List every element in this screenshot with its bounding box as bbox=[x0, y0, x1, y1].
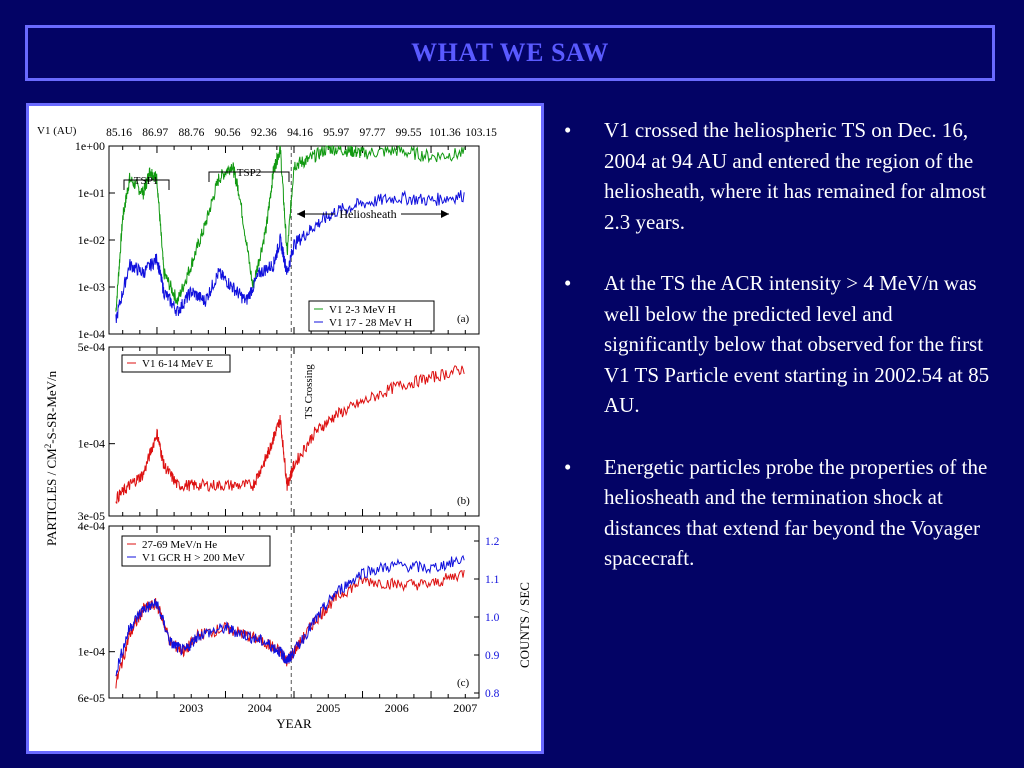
x-tick-label: 2007 bbox=[453, 701, 477, 715]
figure-panel: 1e+00 1e-01 1e-02 1e-03 1e-04 5e-04 1e-04 3e-05… bbox=[26, 103, 544, 754]
y-tick-label: 1e-01 bbox=[78, 186, 105, 200]
bullet-dot: • bbox=[564, 454, 572, 479]
bullet-item-3: • Energetic particles probe the properti… bbox=[560, 452, 1000, 574]
tsp2-bracket bbox=[208, 171, 290, 182]
y-tick-label: 4e-04 bbox=[78, 519, 105, 533]
bullet-item-2: • At the TS the ACR intensity > 4 MeV/n … bbox=[560, 268, 1000, 421]
legend-label: V1 6-14 MeV E bbox=[142, 358, 213, 370]
x-tick-label: 2003 bbox=[179, 701, 203, 715]
au-tick-label: 99.55 bbox=[396, 127, 422, 139]
bullet-text-2: At the TS the ACR intensity > 4 MeV/n wa… bbox=[604, 271, 990, 417]
series-line-1 bbox=[115, 365, 465, 504]
bullet-text-1: V1 crossed the heliospheric TS on Dec. 1… bbox=[604, 118, 986, 234]
y2-axis-label: COUNTS / SEC bbox=[517, 582, 532, 668]
ts-crossing-label: TS Crossing bbox=[303, 364, 315, 419]
voyager-figure: 1e+001e-011e-021e-031e-045e-041e-043e-05… bbox=[37, 125, 532, 731]
x-tick-label: 2004 bbox=[248, 701, 272, 715]
x-tick-label: 2006 bbox=[385, 701, 409, 715]
legend-b bbox=[121, 354, 231, 373]
au-tick-label: 101.36 bbox=[429, 127, 461, 139]
panel-letter: (c) bbox=[457, 677, 470, 689]
y2-tick-label: 1.1 bbox=[485, 574, 500, 586]
au-axis-label: V1 (AU) bbox=[37, 125, 77, 137]
au-tick-label: 86.97 bbox=[142, 127, 168, 139]
bullet-item-1: • V1 crossed the heliospheric TS on Dec.… bbox=[560, 115, 1000, 237]
bullet-dot: • bbox=[564, 271, 572, 295]
bullet-dot: • bbox=[564, 118, 572, 142]
legend-label: 27-69 MeV/n He bbox=[142, 539, 217, 551]
y-tick-label: 1e-03 bbox=[78, 280, 105, 294]
y-axis-label: PARTICLES / CM2-S-SR-MeV/n bbox=[43, 370, 59, 546]
au-tick-label: 92.36 bbox=[251, 127, 277, 139]
legend-label: V1 GCR H > 200 MeV bbox=[142, 552, 245, 564]
arrow-head-left-icon bbox=[297, 210, 305, 218]
bullet-list: • V1 crossed the heliospheric TS on Dec.… bbox=[560, 115, 1000, 605]
legend-a bbox=[308, 300, 435, 332]
au-tick-label: 103.15 bbox=[465, 127, 497, 139]
y-tick-label: 1e+00 bbox=[75, 139, 105, 153]
panel-letter: (a) bbox=[457, 313, 470, 325]
slide-title: WHAT WE SAW bbox=[411, 38, 609, 67]
au-tick-label: 97.77 bbox=[359, 127, 385, 139]
tsp2-label: TSP2 bbox=[237, 167, 261, 179]
tsp1-bracket bbox=[123, 179, 170, 190]
y2-tick-label: 1.2 bbox=[485, 536, 500, 548]
y2-tick-label: 0.8 bbox=[485, 688, 500, 700]
y-tick-label: 1e-04 bbox=[78, 327, 105, 341]
series-line-2 bbox=[115, 554, 465, 677]
y-tick-label: 5e-04 bbox=[78, 340, 105, 354]
y-axis-label-part: -S-SR-MeV/n bbox=[44, 370, 59, 443]
y-axis-label-part: PARTICLES / CM bbox=[44, 448, 59, 546]
y2-tick-label: 1.0 bbox=[485, 612, 500, 624]
bullet-text-3: Energetic particles probe the properties… bbox=[604, 454, 988, 571]
series-line-1 bbox=[115, 570, 465, 689]
y-tick-label: 1e-04 bbox=[78, 645, 105, 659]
y-tick-label: 3e-05 bbox=[78, 509, 105, 523]
panel-letter: (b) bbox=[457, 495, 470, 507]
title-box: WHAT WE SAW bbox=[25, 25, 995, 81]
y-axis-label-sup: 2 bbox=[43, 444, 53, 449]
y-tick-label: 1e-02 bbox=[78, 233, 105, 247]
au-tick-label: 88.76 bbox=[178, 127, 204, 139]
legend-c bbox=[121, 535, 271, 567]
heliosheath-label: Heliosheath bbox=[339, 207, 396, 221]
au-tick-label: 94.16 bbox=[287, 127, 313, 139]
y2-tick-label: 0.9 bbox=[485, 650, 500, 662]
x-tick-label: 2005 bbox=[316, 701, 340, 715]
au-tick-label: 95.97 bbox=[323, 127, 349, 139]
legend-label: V1 17 - 28 MeV H bbox=[329, 317, 412, 329]
tsp1-label: TSP1 bbox=[134, 175, 158, 187]
y-tick-label: 6e-05 bbox=[78, 691, 105, 705]
arrow-head-right-icon bbox=[441, 210, 449, 218]
series-line-1 bbox=[115, 144, 465, 312]
x-axis-label: YEAR bbox=[276, 716, 312, 731]
series-line-2 bbox=[115, 189, 465, 324]
au-tick-label: 90.56 bbox=[215, 127, 241, 139]
legend-label: V1 2-3 MeV H bbox=[329, 304, 396, 316]
au-tick-label: 85.16 bbox=[106, 127, 132, 139]
y-tick-label: 1e-04 bbox=[78, 437, 105, 451]
